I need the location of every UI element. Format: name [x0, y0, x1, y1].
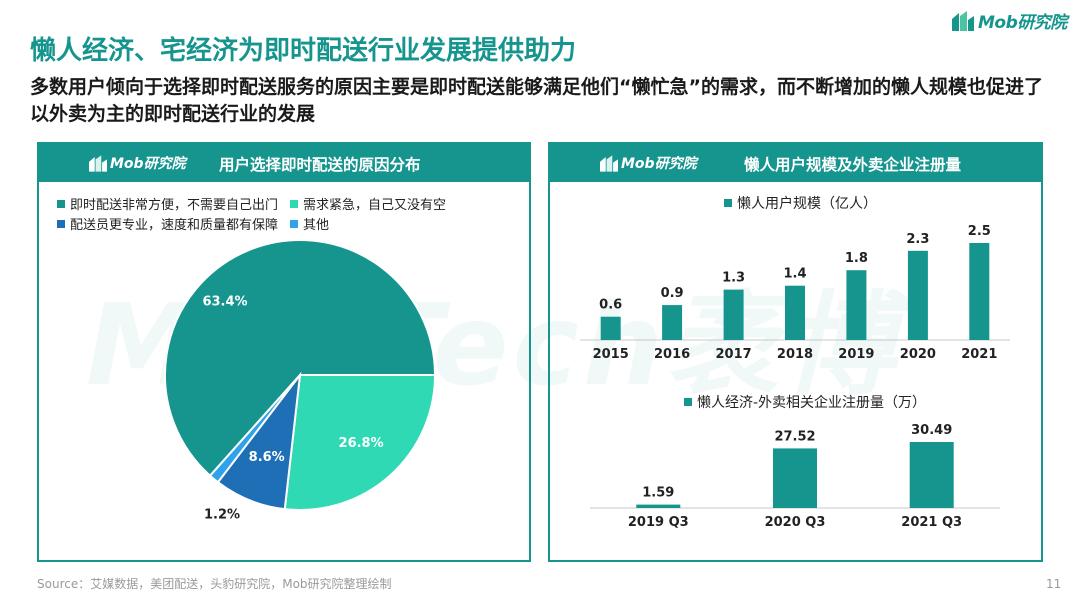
pie-data-label: 8.6% — [249, 450, 285, 465]
bar-data-label: 0.6 — [599, 298, 622, 313]
page-subtitle: 多数用户倾向于选择即时配送服务的原因主要是即时配送能够满足他们“懒忙急”的需求，… — [30, 76, 1043, 125]
legend-label: 其他 — [303, 218, 330, 233]
legend-label: 配送员更专业，速度和质量都有保障 — [70, 218, 279, 233]
page-number: 11 — [1046, 577, 1062, 591]
panel-logo: Mob研究院 — [600, 153, 697, 173]
lazy-economy-panel: Mob研究院 懒人用户规模及外卖企业注册量 — [548, 142, 1043, 562]
source-note: Source：艾媒数据，美团配送，头豹研究院，Mob研究院整理绘制 — [37, 577, 392, 591]
brand-logo-text: Mob研究院 — [978, 13, 1067, 33]
bar-data-label: 30.49 — [911, 423, 952, 438]
panel-header: Mob研究院 懒人用户规模及外卖企业注册量 — [550, 144, 1041, 182]
bar — [636, 504, 681, 508]
users-legend-item: 懒人用户规模（亿人） — [724, 193, 877, 213]
bar-data-label: 1.3 — [722, 271, 745, 286]
pie-legend-item: 需求紧急，自己又没有空 — [290, 194, 446, 213]
pie-data-label: 26.8% — [339, 436, 384, 451]
panel-header: Mob研究院 用户选择即时配送的原因分布 — [39, 144, 529, 182]
bar — [662, 305, 683, 340]
lazy-users-bar-chart: 0.6 2015 0.9 2016 1.3 2017 1.4 2018 1.8 2019 2.3 20… — [580, 224, 1010, 362]
legend-swatch — [684, 398, 692, 406]
brand-logo: Mob研究院 — [952, 8, 1067, 33]
registrations-bar-chart: 1.59 2019 Q3 27.52 2020 Q3 30.49 2021 Q3 — [590, 423, 1000, 530]
mob-logo-icon — [600, 154, 618, 172]
pie-slice — [164, 238, 437, 478]
x-tick-label: 2021 — [961, 347, 997, 362]
bar — [969, 243, 990, 340]
panel-title: 懒人用户规模及外卖企业注册量 — [744, 156, 962, 174]
bar-data-label: 1.8 — [845, 251, 868, 266]
legend-swatch — [57, 219, 65, 228]
pie-legend-item: 配送员更专业，速度和质量都有保障 — [57, 214, 278, 233]
x-tick-label: 2015 — [593, 347, 629, 362]
panel-logo: Mob研究院 — [89, 153, 186, 173]
mob-logo-icon — [89, 154, 107, 172]
legend-swatch — [724, 199, 732, 207]
bar-data-label: 2.5 — [968, 224, 991, 239]
bar — [846, 270, 867, 340]
panel-logo-text: Mob研究院 — [621, 156, 697, 172]
legend-swatch — [57, 199, 65, 208]
pie-slice — [208, 374, 301, 484]
x-tick-label: 2017 — [716, 347, 752, 362]
bar — [785, 285, 805, 340]
legend-label: 即时配送非常方便，不需要自己出门 — [70, 198, 279, 213]
legend-label: 需求紧急，自己又没有空 — [303, 198, 447, 213]
legend-swatch — [290, 199, 298, 208]
x-tick-label: 2021 Q3 — [901, 515, 962, 530]
x-tick-label: 2019 — [838, 347, 874, 362]
x-tick-label: 2020 Q3 — [765, 515, 826, 530]
legend-label: 懒人经济-外卖相关企业注册量（万） — [697, 395, 927, 411]
reason-pie-chart: 63.4% 26.8% 8.6% 1.2% — [164, 238, 437, 523]
bar-data-label: 2.3 — [906, 232, 929, 247]
bar — [909, 442, 954, 508]
page-title: 懒人经济、宅经济为即时配送行业发展提供助力 — [30, 36, 577, 66]
registrations-legend-item: 懒人经济-外卖相关企业注册量（万） — [684, 392, 926, 412]
panel-title: 用户选择即时配送的原因分布 — [219, 156, 421, 174]
bar-data-label: 27.52 — [774, 429, 815, 444]
pie-slice — [283, 374, 437, 511]
bar-data-label: 0.9 — [661, 286, 684, 301]
mob-logo-icon — [952, 10, 974, 31]
bar-data-label: 1.4 — [783, 267, 806, 282]
x-tick-label: 2020 — [900, 347, 936, 362]
reason-distribution-panel: Mob研究院 用户选择即时配送的原因分布 — [37, 142, 531, 562]
bar — [600, 316, 621, 340]
x-tick-label: 2016 — [654, 347, 690, 362]
pie-legend-item: 其他 — [290, 214, 329, 233]
pie-data-label: 63.4% — [202, 295, 247, 310]
panel-logo-text: Mob研究院 — [110, 156, 186, 172]
pie-data-label: 1.2% — [204, 508, 240, 523]
legend-swatch — [290, 219, 298, 228]
bar — [723, 289, 744, 340]
legend-label: 懒人用户规模（亿人） — [737, 196, 877, 212]
bar-data-label: 1.59 — [642, 486, 674, 501]
x-tick-label: 2019 Q3 — [628, 515, 689, 530]
bar — [907, 250, 928, 340]
bar — [773, 448, 817, 508]
x-tick-label: 2018 — [777, 347, 813, 362]
pie-legend-item: 即时配送非常方便，不需要自己出门 — [57, 194, 278, 213]
